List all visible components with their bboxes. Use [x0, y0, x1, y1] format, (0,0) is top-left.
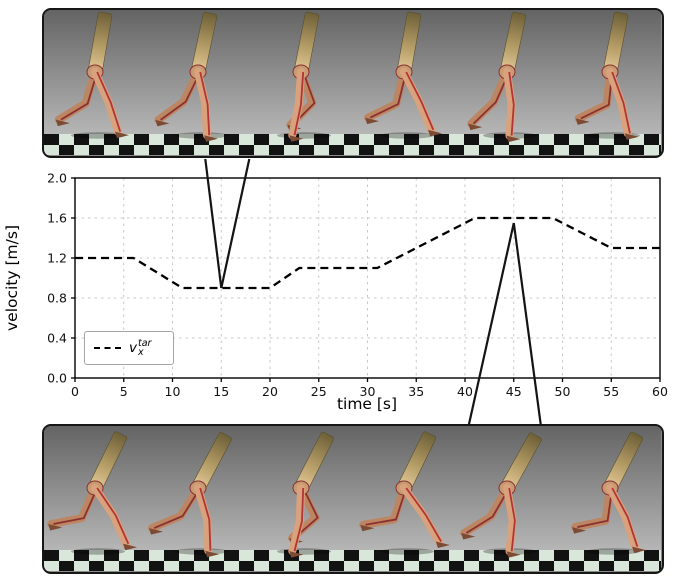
- walker-figure: [574, 11, 640, 140]
- x-tick-label: 50: [555, 384, 571, 399]
- walker-shadow: [174, 548, 228, 555]
- y-tick-label: 1.2: [47, 251, 67, 266]
- chart-legend: v tar x: [84, 331, 174, 365]
- x-tick-label: 25: [311, 384, 327, 399]
- x-tick-label: 15: [213, 384, 229, 399]
- walker-figure: [460, 432, 542, 558]
- y-tick-label: 1.6: [47, 211, 67, 226]
- x-axis-label: time [s]: [337, 395, 397, 413]
- walker-figure: [54, 11, 129, 139]
- x-tick-label: 5: [120, 384, 128, 399]
- x-tick-label: 30: [360, 384, 376, 399]
- plot-frame: [74, 177, 661, 379]
- checkerboard-floor: [44, 134, 661, 155]
- bottom-walker-panel: [42, 424, 664, 574]
- x-tick-label: 60: [652, 384, 668, 399]
- walker-figure: [364, 11, 443, 139]
- walker-shadow: [380, 132, 434, 139]
- x-tick-label: 20: [262, 384, 278, 399]
- walker-figure: [571, 431, 647, 555]
- x-tick-label: 45: [506, 384, 522, 399]
- walker-shadow: [277, 548, 331, 555]
- y-tick-label: 2.0: [47, 171, 67, 186]
- walker-shadow: [586, 548, 640, 555]
- top-walker-panel: [42, 8, 664, 158]
- scene-background: [44, 10, 661, 134]
- y-axis-label: velocity [m/s]: [3, 225, 21, 331]
- legend-symbol: v: [129, 340, 137, 356]
- y-tick-label: 0.8: [47, 291, 67, 306]
- x-tick-label: 40: [457, 384, 473, 399]
- target-velocity-line: [75, 216, 660, 290]
- walker-figure: [47, 431, 138, 555]
- y-tick-label: 0.4: [47, 331, 67, 346]
- walker-shadow: [277, 132, 331, 139]
- walker-figure: [359, 431, 450, 555]
- velocity-plot: 0 5 10 15 20 25 30 35 40 45 50 55 60 0.0 0.4 0.8 1.2 1.6 2…: [0, 163, 700, 423]
- x-tick-label: 55: [603, 384, 619, 399]
- y-tick-label: 0.0: [47, 371, 67, 386]
- walker-shadow: [71, 132, 125, 139]
- x-tick-label: 0: [71, 384, 79, 399]
- walker-figure: [148, 432, 232, 558]
- legend-superscript: tar: [138, 337, 152, 349]
- walker-figure: [154, 11, 228, 142]
- walker-shadow: [380, 548, 434, 555]
- x-tick-label: 10: [165, 384, 181, 399]
- x-tick-label: 35: [408, 384, 424, 399]
- velocity-chart-svg: 0 5 10 15 20 25 30 35 40 45 50 55 60 0.0 0.4 0.8 1.2 1.6 2…: [3, 171, 668, 414]
- legend-subscript: x: [138, 347, 144, 358]
- legend-label: v tar x: [129, 337, 152, 358]
- walker-strip-slow: [44, 10, 661, 155]
- walker-figure: [277, 11, 331, 142]
- checkerboard-floor: [44, 550, 661, 571]
- scene-background: [44, 426, 661, 550]
- walker-shadow: [71, 548, 125, 555]
- walker-strip-fast: [44, 426, 661, 571]
- walker-shadow: [174, 132, 228, 139]
- walker-figure: [277, 431, 335, 558]
- dashed-line-sample: [94, 347, 121, 349]
- walker-figure: [467, 11, 537, 143]
